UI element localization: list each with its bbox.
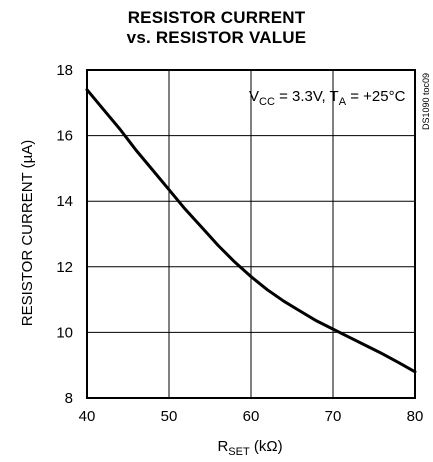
condition-annotation: VCC = 3.3V, TA = +25°C [249,88,406,108]
plot-frame [86,69,416,399]
y-tick-label-0: 8 [65,390,73,407]
y-tick-labels: 8 10 12 14 16 18 [56,62,73,407]
anno-v-rest: = 3.3V, T [275,88,339,105]
chart-title-line2: vs. RESISTOR VALUE [126,28,307,47]
x-axis-label-sub: SET [228,446,250,458]
series-line [85,88,417,374]
y-tick-label-3: 14 [56,193,73,210]
chart-title-line1: RESISTOR CURRENT [127,8,306,27]
x-axis-label-unit: (kΩ) [250,438,283,455]
y-tick-label-5: 18 [56,62,73,79]
x-axis-label-main: R [217,438,228,455]
x-tick-label-4: 80 [407,408,424,425]
grid-lines [86,69,416,399]
anno-v: V [249,88,259,105]
x-tick-label-0: 40 [79,408,96,425]
figure-code: DS1090 toc09 [421,73,431,130]
y-tick-label-1: 10 [56,324,73,341]
x-tick-label-3: 70 [325,408,342,425]
x-tick-labels: 40 50 60 70 80 [79,408,424,425]
anno-t-rest: = +25°C [346,88,406,105]
anno-t-sub: A [339,96,347,108]
anno-v-sub: CC [259,96,275,108]
y-tick-label-2: 12 [56,259,73,276]
y-tick-label-4: 16 [56,128,73,145]
x-tick-label-1: 50 [161,408,178,425]
x-tick-label-2: 60 [243,408,260,425]
x-axis-label: RSET (kΩ) [217,438,282,458]
y-axis-label: RESISTOR CURRENT (µA) [19,140,36,326]
